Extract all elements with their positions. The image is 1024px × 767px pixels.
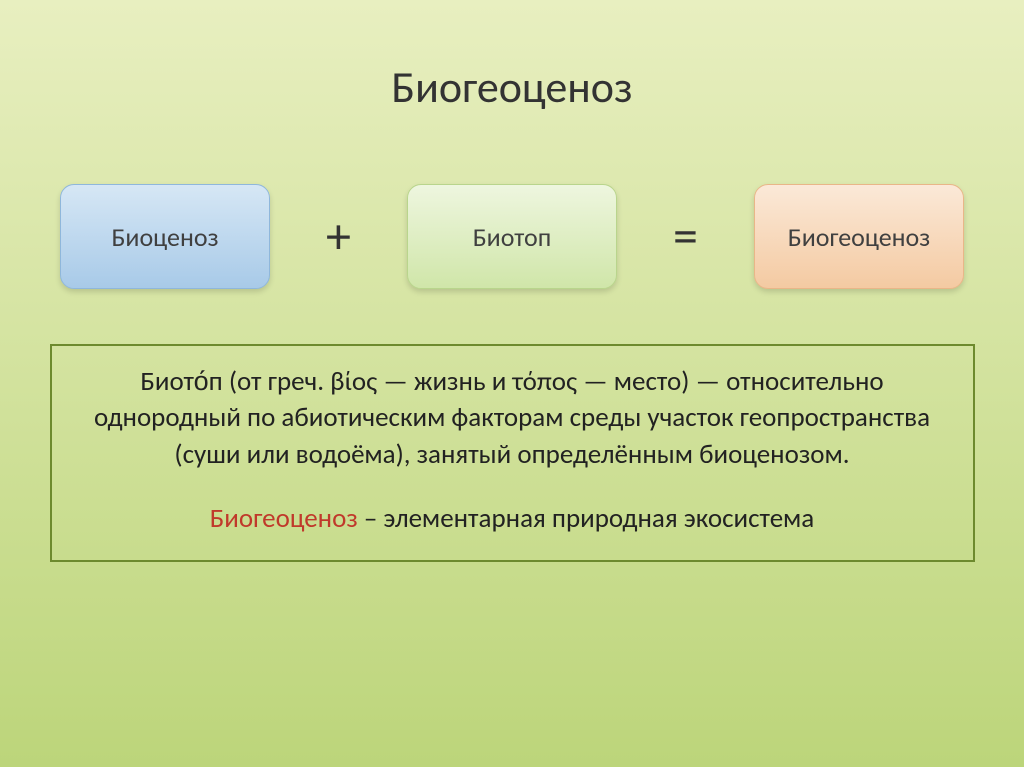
equals-operator: =	[667, 206, 704, 267]
definition-highlight: Биогеоценоз	[210, 502, 358, 535]
slide-title: Биогеоценоз	[391, 60, 632, 114]
equation-row: Биоценоз + Биотоп = Биогеоценоз	[60, 184, 964, 289]
definition-rest: – элементарная природная экосистема	[358, 502, 814, 535]
definition-para1: Биото́п (от греч. βίος — жизнь и τόπος —…	[80, 364, 945, 473]
plus-operator: +	[320, 206, 357, 267]
box-biocenosis: Биоценоз	[60, 184, 270, 289]
definition-box: Биото́п (от греч. βίος — жизнь и τόπος —…	[50, 344, 975, 562]
definition-para2: Биогеоценоз – элементарная природная эко…	[80, 501, 945, 537]
box-biogeocenosis: Биогеоценоз	[754, 184, 964, 289]
box-biotope: Биотоп	[407, 184, 617, 289]
